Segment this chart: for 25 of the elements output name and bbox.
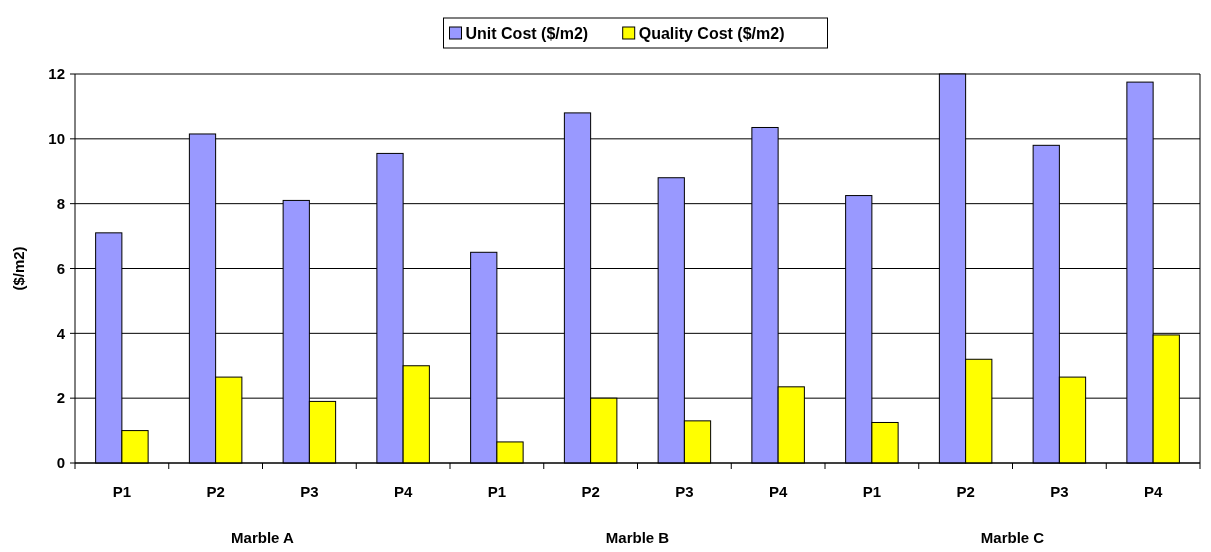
legend-label: Quality Cost ($/m2) <box>638 24 785 42</box>
text: Marble A <box>231 529 295 546</box>
x-tick-label: P3 <box>300 483 319 500</box>
y-tick-label: 0 <box>56 454 65 472</box>
x-tick-label: P1 <box>487 483 507 500</box>
x-tick-label: P1 <box>862 483 882 500</box>
x-tick-label: P3 <box>675 483 694 500</box>
x-tick-label: P4 <box>393 483 413 500</box>
y-tick-label: 4 <box>56 324 66 342</box>
x-tick-label: P2 <box>581 483 600 500</box>
x-tick-label: P2 <box>956 483 975 500</box>
y-tick-label: 8 <box>56 194 65 212</box>
x-tick-label: P4 <box>768 483 788 500</box>
y-tick-label: 2 <box>56 389 65 407</box>
text: Marble C <box>980 529 1045 546</box>
text: Marble B <box>605 529 670 546</box>
legend-label: Unit Cost ($/m2) <box>465 24 589 42</box>
y-tick-label: 10 <box>48 130 65 148</box>
x-tick-label: P1 <box>112 483 132 500</box>
x-tick-label: P4 <box>1143 483 1163 500</box>
x-tick-label: P2 <box>206 483 225 500</box>
y-tick-label: 12 <box>48 65 65 83</box>
x-tick-label: P3 <box>1050 483 1069 500</box>
y-tick-label: 6 <box>56 259 65 277</box>
y-axis-title: ($/m2) <box>10 246 27 291</box>
